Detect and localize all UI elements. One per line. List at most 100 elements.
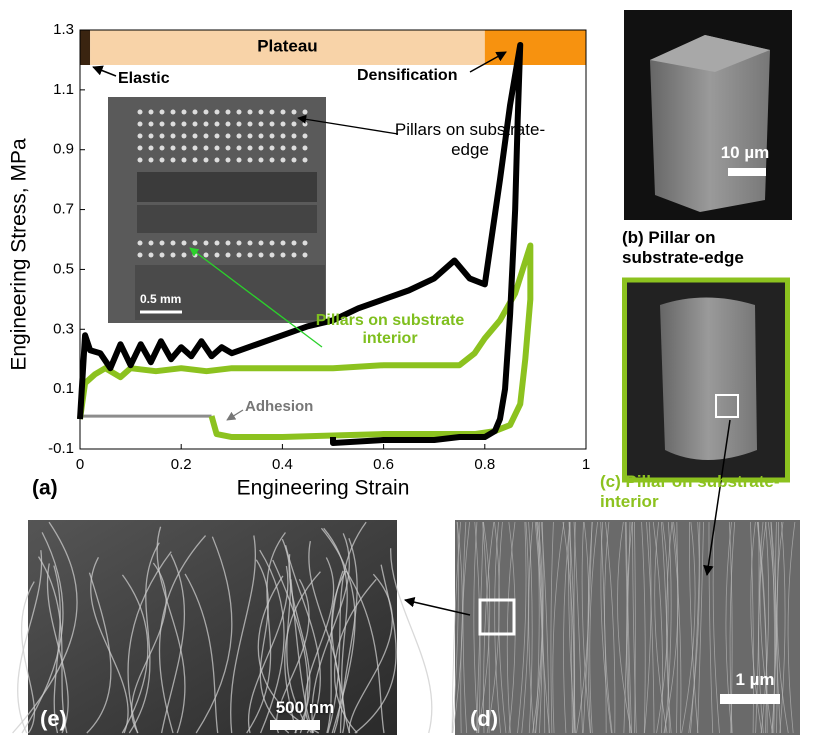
- inset-pillar: [281, 110, 286, 115]
- inset-pillar: [248, 241, 253, 246]
- inset-pillar: [204, 110, 209, 115]
- inset-pillar: [237, 110, 242, 115]
- panel-tag: (d): [470, 706, 498, 732]
- x-tick-label: 1: [582, 456, 590, 473]
- inset-pillar: [292, 158, 297, 163]
- inset-pillar: [281, 122, 286, 127]
- inset-pillar: [193, 241, 198, 246]
- scale-label: 500 nm: [260, 698, 350, 718]
- scale-label: 1 µm: [715, 670, 795, 690]
- arrow: [93, 67, 116, 76]
- inset-pillar: [160, 158, 165, 163]
- inset-pillar: [281, 253, 286, 258]
- inset-pillar: [215, 110, 220, 115]
- y-axis-title: Engineering Stress, MPa: [8, 138, 31, 371]
- inset-pillar: [281, 134, 286, 139]
- panel-tag: (a): [32, 477, 58, 500]
- inset-pillar: [226, 110, 231, 115]
- inset-pillar: [292, 146, 297, 151]
- inset-pillar: [204, 158, 209, 163]
- inset-pillar: [204, 134, 209, 139]
- inset-pillar: [149, 134, 154, 139]
- x-tick-label: 0.8: [474, 456, 495, 473]
- images: [13, 10, 800, 735]
- inset-pillar: [226, 253, 231, 258]
- inset-pillar: [259, 134, 264, 139]
- region: [485, 30, 586, 65]
- inset-pillar: [160, 110, 165, 115]
- inset-pillar: [237, 122, 242, 127]
- inset-pillar: [182, 241, 187, 246]
- inset-pillar: [270, 253, 275, 258]
- inset-pillar: [160, 253, 165, 258]
- inset-pillar: [237, 158, 242, 163]
- y-tick-label: 0.7: [53, 201, 74, 218]
- inset-pillar: [226, 241, 231, 246]
- inset-pillar: [204, 253, 209, 258]
- inset-pillar: [138, 241, 143, 246]
- inset-pillar: [248, 110, 253, 115]
- inset-pillar: [303, 134, 308, 139]
- inset-pillar: [270, 122, 275, 127]
- inset-pillar: [138, 253, 143, 258]
- inset-pillar: [215, 134, 220, 139]
- inset-pillar: [226, 122, 231, 127]
- inset-pillar: [248, 146, 253, 151]
- region-label: Plateau: [257, 36, 317, 55]
- panel-caption: (c) Pillar on substrate-interior: [600, 472, 815, 511]
- x-tick-label: 0.6: [373, 456, 394, 473]
- y-tick-label: 0.9: [53, 141, 74, 158]
- inset-pillar: [303, 110, 308, 115]
- inset-pillar: [160, 134, 165, 139]
- inset-pillar: [259, 253, 264, 258]
- region-label: Elastic: [118, 70, 170, 87]
- pillar: [660, 298, 757, 461]
- inset-pillar: [237, 146, 242, 151]
- inset-pillar: [270, 110, 275, 115]
- inset-pillar: [149, 241, 154, 246]
- regions: [80, 30, 586, 65]
- inset-pillar: [149, 158, 154, 163]
- inset-pillar: [292, 241, 297, 246]
- inset-pillar: [303, 253, 308, 258]
- inset-pillar: [303, 122, 308, 127]
- inset-pillar: [171, 253, 176, 258]
- inset-pillar: [226, 146, 231, 151]
- y-tick-label: 0.1: [53, 380, 74, 397]
- inset-pillar: [215, 122, 220, 127]
- inset-pillar: [204, 241, 209, 246]
- region: [80, 30, 90, 65]
- inset-pillar: [193, 158, 198, 163]
- inset-pillar: [303, 241, 308, 246]
- inset-pillar: [171, 146, 176, 151]
- panel-caption: (b) Pillar on substrate-edge: [622, 228, 802, 267]
- series-label: Adhesion: [245, 398, 313, 415]
- inset-pillar: [215, 158, 220, 163]
- inset-array: [137, 172, 317, 202]
- inset-pillar: [138, 110, 143, 115]
- inset-pillar: [248, 253, 253, 258]
- figure: PlateauElasticDensification-0.10.10.30.5…: [0, 0, 817, 743]
- inset-pillar: [259, 241, 264, 246]
- inset-pillar: [270, 158, 275, 163]
- series-label: Pillars on substrate interior: [310, 312, 470, 349]
- inset-pillar: [182, 158, 187, 163]
- inset-pillar: [149, 146, 154, 151]
- x-tick-label: 0.2: [171, 456, 192, 473]
- inset-pillar: [259, 110, 264, 115]
- inset-pillar: [292, 134, 297, 139]
- inset-pillar: [138, 134, 143, 139]
- inset-pillar: [149, 253, 154, 258]
- inset-pillar: [182, 110, 187, 115]
- inset-pillar: [303, 146, 308, 151]
- y-tick-label: 0.5: [53, 260, 74, 277]
- y-tick-label: 1.1: [53, 81, 74, 98]
- inset-pillar: [193, 122, 198, 127]
- inset-pillar: [182, 122, 187, 127]
- scale-bar: [720, 694, 780, 704]
- y-tick-label: -0.1: [48, 440, 74, 457]
- inset-pillar: [237, 241, 242, 246]
- inset-pillar: [292, 122, 297, 127]
- chart: PlateauElasticDensification-0.10.10.30.5…: [0, 0, 817, 743]
- region-label: Densification: [357, 67, 457, 84]
